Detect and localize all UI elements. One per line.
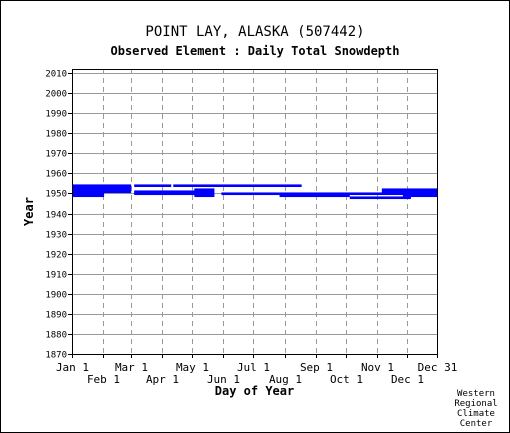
x-tick-label: Dec 1 bbox=[391, 373, 424, 386]
x-tick-label: Feb 1 bbox=[87, 373, 120, 386]
x-tick-label: Jan 1 bbox=[56, 361, 89, 374]
data-segment bbox=[72, 184, 132, 188]
x-tick-label: Dec 31 bbox=[418, 361, 458, 374]
y-tick-label: 2000 bbox=[45, 90, 67, 100]
data-segment bbox=[194, 194, 215, 198]
credit-line: Western bbox=[457, 389, 495, 399]
chart-subtitle: Observed Element : Daily Total Snowdepth bbox=[110, 44, 400, 58]
x-tick-label: Aug 1 bbox=[269, 373, 302, 386]
x-tick-label: May 1 bbox=[176, 361, 209, 374]
data-segment bbox=[279, 194, 350, 198]
data-segment bbox=[72, 192, 105, 196]
y-tick-label: 1950 bbox=[45, 190, 67, 200]
data-segment bbox=[134, 192, 215, 196]
credit-line: Center bbox=[459, 419, 493, 429]
y-tick-label: 1900 bbox=[45, 291, 67, 301]
y-tick-label: 1980 bbox=[45, 130, 67, 140]
data-segment bbox=[134, 190, 215, 194]
x-tick-label: Apr 1 bbox=[146, 373, 179, 386]
y-tick-label: 1970 bbox=[45, 150, 67, 160]
y-tick-label: 1870 bbox=[45, 351, 67, 361]
data-segment bbox=[72, 186, 132, 190]
y-tick-label: 1890 bbox=[45, 311, 67, 321]
chart-title: POINT LAY, ALASKA (507442) bbox=[145, 24, 365, 40]
data-segment bbox=[173, 184, 302, 188]
credit-line: Regional bbox=[454, 399, 498, 409]
y-tick-label: 2010 bbox=[45, 70, 67, 80]
y-tick-label: 1920 bbox=[45, 251, 67, 261]
credit-block: Western Regional Climate Center bbox=[444, 389, 508, 429]
data-segment bbox=[402, 194, 437, 198]
y-tick-label: 1940 bbox=[45, 211, 67, 221]
data-segment bbox=[221, 192, 280, 196]
x-tick-label: Sep 1 bbox=[300, 361, 333, 374]
x-tick-label: Mar 1 bbox=[115, 361, 148, 374]
data-segment bbox=[72, 190, 132, 194]
credit-line: Climate bbox=[457, 409, 495, 419]
data-segment bbox=[279, 192, 437, 196]
y-tick-label: 1880 bbox=[45, 331, 67, 341]
data-segment bbox=[349, 196, 411, 200]
x-tick-label: Oct 1 bbox=[330, 373, 363, 386]
data-segment bbox=[381, 190, 437, 194]
x-tick-label: Nov 1 bbox=[361, 361, 394, 374]
y-tick-label: 1990 bbox=[45, 110, 67, 120]
y-axis-label: Year bbox=[22, 197, 36, 226]
x-axis-label: Day of Year bbox=[215, 384, 294, 398]
y-tick-label: 1960 bbox=[45, 170, 67, 180]
y-tick-label: 1910 bbox=[45, 271, 67, 281]
data-segment bbox=[72, 194, 105, 198]
plot-border bbox=[72, 69, 438, 355]
data-segment bbox=[381, 188, 437, 192]
plot-area bbox=[72, 69, 437, 354]
data-segment bbox=[194, 188, 215, 192]
data-segment bbox=[72, 188, 132, 192]
x-tick-label: Jun 1 bbox=[207, 373, 240, 386]
y-tick-label: 1930 bbox=[45, 231, 67, 241]
data-segment bbox=[134, 184, 172, 188]
x-tick-label: Jul 1 bbox=[237, 361, 270, 374]
